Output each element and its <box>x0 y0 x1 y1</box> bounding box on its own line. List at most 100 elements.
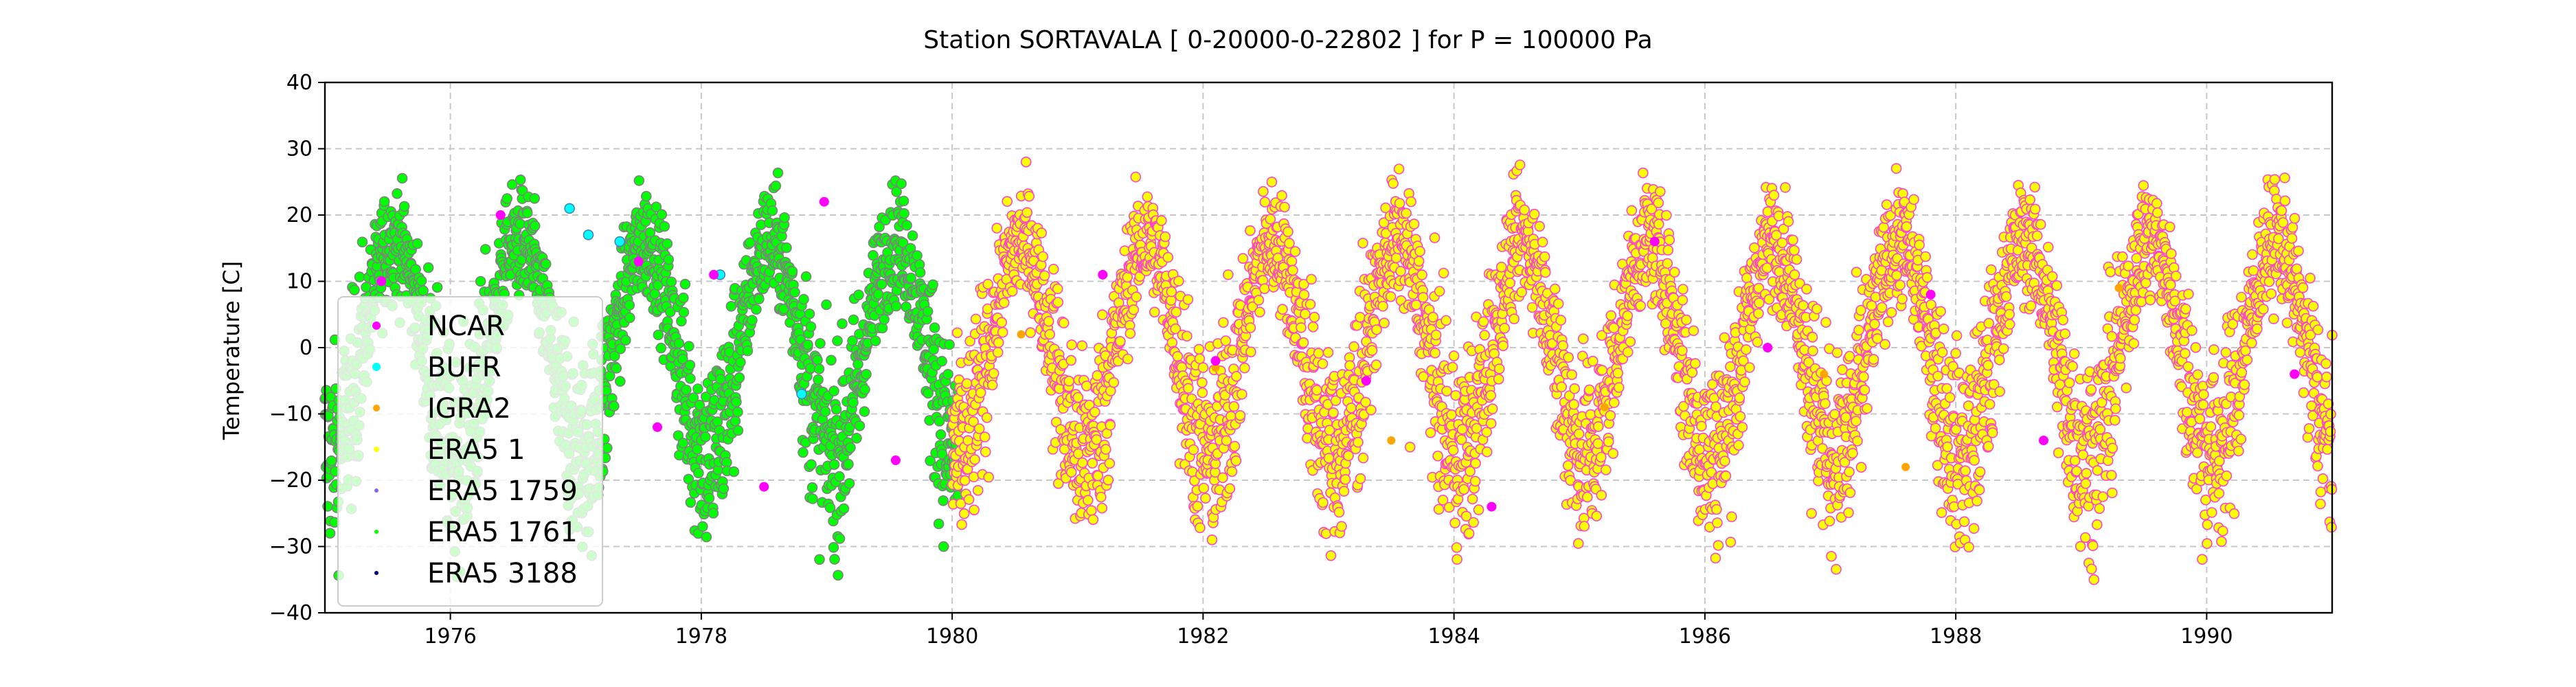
data-point <box>1662 245 1674 256</box>
data-point <box>1853 324 1864 336</box>
data-point <box>1479 330 1490 341</box>
data-point <box>1789 269 1800 280</box>
data-point <box>1481 427 1492 438</box>
data-point <box>834 471 845 482</box>
data-point <box>1446 409 1457 420</box>
data-point <box>959 475 971 486</box>
data-point <box>843 458 854 470</box>
data-point <box>1844 466 1855 477</box>
data-point <box>1083 495 1094 506</box>
data-point <box>1448 350 1460 361</box>
data-point <box>907 230 918 241</box>
data-point <box>806 482 818 493</box>
data-point <box>1914 239 1925 251</box>
data-point <box>834 533 846 544</box>
data-point <box>1390 252 1402 264</box>
data-point <box>735 357 746 368</box>
data-point <box>1831 563 1842 575</box>
data-point <box>1855 462 1867 473</box>
data-point <box>396 172 408 184</box>
data-point <box>1891 269 1902 281</box>
data-point <box>678 292 689 304</box>
data-point <box>624 312 635 324</box>
data-point <box>853 289 864 301</box>
data-point <box>975 387 986 398</box>
data-point <box>357 236 368 248</box>
data-point <box>1881 199 1893 210</box>
data-point <box>1601 464 1612 475</box>
data-point <box>1609 397 1620 408</box>
data-point <box>1125 328 1136 339</box>
data-point <box>540 258 552 270</box>
data-point <box>1277 304 1288 315</box>
data-point <box>912 250 923 261</box>
data-point <box>1584 384 1595 396</box>
data-point <box>676 315 687 327</box>
data-point <box>1820 398 1831 409</box>
data-point <box>789 286 800 298</box>
data-point <box>1348 341 1359 352</box>
data-point <box>1557 340 1568 351</box>
data-point <box>1982 440 1994 452</box>
data-point <box>1130 171 1142 183</box>
data-point <box>1296 322 1307 333</box>
data-point <box>1487 403 1498 414</box>
data-point <box>1044 328 1055 340</box>
data-point <box>1298 337 1309 348</box>
data-point <box>398 201 410 212</box>
data-point <box>1960 465 1971 477</box>
data-point <box>1844 350 1855 362</box>
data-point <box>604 370 615 382</box>
data-point <box>1388 178 1399 189</box>
data-point <box>1182 330 1193 342</box>
data-point <box>1458 484 1469 495</box>
data-point <box>1438 267 1449 279</box>
data-point <box>1607 448 1619 459</box>
data-point <box>1936 507 1947 518</box>
data-point <box>988 368 999 379</box>
data-point <box>993 337 1004 348</box>
data-point <box>1623 346 1634 358</box>
data-point <box>1236 389 1247 400</box>
data-point <box>969 504 980 516</box>
data-point <box>1686 367 1698 379</box>
data-point <box>1160 231 1171 243</box>
data-point <box>905 272 916 284</box>
data-point <box>970 313 982 325</box>
data-point <box>983 471 994 483</box>
data-point <box>899 207 909 219</box>
data-point <box>1366 404 1377 416</box>
data-point <box>1416 269 1427 280</box>
data-point <box>1218 317 1229 328</box>
data-point <box>1622 310 1634 322</box>
data-point <box>1485 418 1497 429</box>
data-point <box>1024 190 1035 202</box>
data-point <box>1395 265 1406 277</box>
data-point <box>1039 270 1050 282</box>
data-point <box>852 359 863 370</box>
data-point <box>1582 491 1593 503</box>
data-point <box>1653 197 1664 209</box>
data-point <box>969 454 980 465</box>
data-point <box>1481 446 1493 458</box>
data-point <box>1006 286 1018 297</box>
data-point <box>683 341 694 352</box>
data-point <box>1333 506 1345 518</box>
data-point <box>1469 475 1481 487</box>
data-point <box>1552 298 1564 309</box>
data-point <box>979 431 991 442</box>
data-point <box>663 254 675 265</box>
data-point <box>1669 267 1680 278</box>
data-point <box>529 192 541 204</box>
data-point <box>1340 474 1351 485</box>
data-point <box>815 338 826 349</box>
data-point <box>1566 369 1577 381</box>
data-point <box>1690 358 1701 369</box>
data-point <box>1662 258 1673 269</box>
data-point <box>1355 311 1366 323</box>
data-point <box>479 244 491 255</box>
data-point <box>640 190 652 202</box>
data-point <box>624 300 635 311</box>
data-point <box>1824 515 1835 527</box>
